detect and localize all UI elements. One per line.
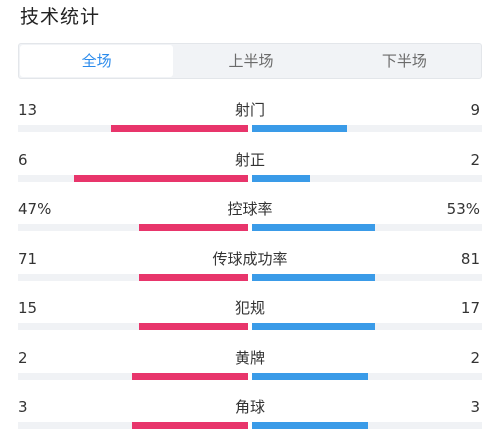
stat-row: 传球成功率 71 81 [0,250,500,290]
home-value: 2 [18,348,28,367]
tab-full-match[interactable]: 全场 [20,45,174,77]
home-bar [139,273,248,281]
away-bar-track [252,174,482,182]
stat-label: 控球率 [227,200,273,218]
stat-label: 射正 [234,150,265,169]
stat-label: 黄牌 [234,348,265,367]
away-value: 53% [446,200,480,218]
away-bar [252,224,375,231]
away-bar [252,422,368,429]
home-value: 71 [18,249,38,268]
home-value: 13 [18,101,38,119]
home-value: 6 [18,150,28,169]
tab-second-half[interactable]: 下半场 [381,52,427,70]
home-bar-track [18,224,248,231]
stat-label: 犯规 [234,299,265,317]
home-bar [132,372,248,380]
home-bar-track [18,323,248,330]
away-value: 2 [470,150,480,169]
page-title: 技术统计 [20,6,101,28]
away-value: 9 [470,101,480,119]
stat-row: 射门 13 9 [0,101,500,141]
home-bar [132,422,248,429]
home-value: 3 [18,398,28,416]
away-bar [252,323,375,330]
period-tabs: 全场 上半场 下半场 [18,43,482,79]
away-value: 17 [460,299,480,317]
home-value: 15 [18,299,38,317]
home-bar [74,174,248,182]
stat-row: 黄牌 2 2 [0,349,500,389]
home-bar [111,125,248,132]
away-bar [252,273,375,281]
stat-row: 控球率 47% 53% [0,200,500,240]
away-value: 81 [460,249,480,268]
away-value: 2 [470,348,480,367]
away-bar-track [252,125,482,132]
home-value: 47% [18,200,52,218]
stat-row: 犯规 15 17 [0,299,500,339]
home-bar-track [18,273,248,281]
stat-row: 射正 6 2 [0,151,500,191]
home-bar [139,224,248,231]
away-value: 3 [470,398,480,416]
away-bar [252,174,310,182]
stat-label: 射门 [234,101,265,119]
stat-row: 角球 3 3 [0,398,500,438]
away-bar [252,372,368,380]
away-bar [252,125,347,132]
tab-first-half[interactable]: 上半场 [228,52,274,70]
stat-label: 传球成功率 [212,249,288,268]
stat-label: 角球 [234,398,265,416]
home-bar [139,323,248,330]
